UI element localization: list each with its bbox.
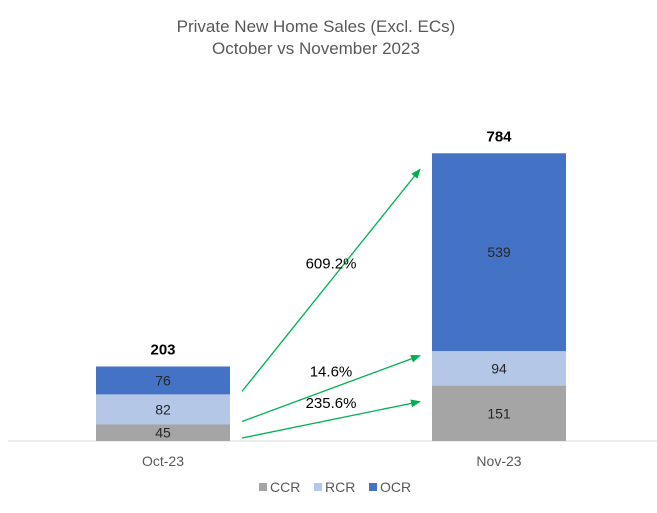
chart-title-line-2: October vs November 2023 xyxy=(212,39,420,58)
change-arrow-rcr xyxy=(241,354,421,423)
plot-area: 45 82 76 203 Oct-23 151 94 539 784 Nov-23 609.2% 14… xyxy=(8,128,657,469)
data-label-rcr-nov-23: 94 xyxy=(491,360,507,376)
data-label-ocr-oct-23: 76 xyxy=(155,372,171,388)
chart-title-line-1: Private New Home Sales (Excl. ECs) xyxy=(177,17,456,36)
change-label-ocr: 609.2% xyxy=(306,255,357,272)
legend-swatch-ocr xyxy=(369,483,377,491)
legend-label-ocr: OCR xyxy=(380,479,411,495)
x-tick-label-nov-23: Nov-23 xyxy=(476,453,521,469)
data-label-rcr-oct-23: 82 xyxy=(155,401,171,417)
bar-segment-rcr-nov-23 xyxy=(432,351,566,386)
bar-segment-ocr-oct-23 xyxy=(96,366,230,395)
x-tick-label-oct-23: Oct-23 xyxy=(142,453,184,469)
data-label-ccr-nov-23: 151 xyxy=(487,405,511,421)
bar-segment-ocr-nov-23 xyxy=(432,153,566,352)
legend-label-ccr: CCR xyxy=(270,479,300,495)
legend-swatch-rcr xyxy=(314,483,322,491)
data-label-ocr-nov-23: 539 xyxy=(487,244,511,260)
change-label-ccr: 235.6% xyxy=(306,395,357,412)
bar-segment-ccr-oct-23 xyxy=(96,424,230,441)
bar-segment-rcr-oct-23 xyxy=(96,394,230,425)
change-arrow-ccr xyxy=(241,399,421,439)
bar-segment-ccr-nov-23 xyxy=(432,385,566,441)
data-label-ccr-oct-23: 45 xyxy=(155,425,171,441)
legend-swatch-ccr xyxy=(259,483,267,491)
change-label-rcr: 14.6% xyxy=(310,364,353,381)
total-label-nov-23: 784 xyxy=(486,128,512,145)
legend: CCR RCR OCR xyxy=(259,479,411,495)
change-arrow-ocr xyxy=(241,168,421,392)
legend-label-rcr: RCR xyxy=(325,479,355,495)
total-label-oct-23: 203 xyxy=(150,341,175,358)
